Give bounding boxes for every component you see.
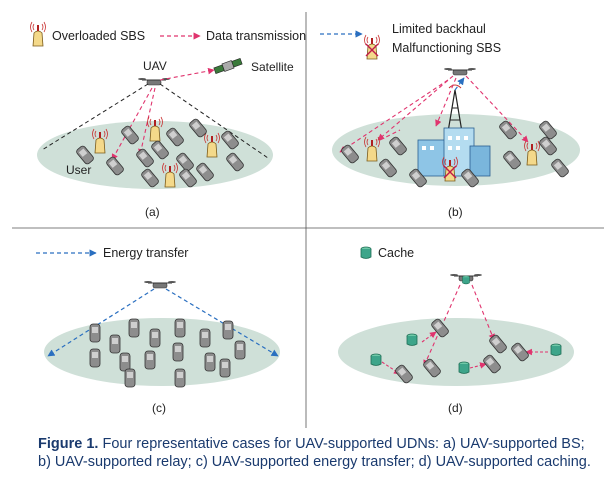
sbs-tower-icon xyxy=(30,21,46,47)
legend-limited-backhaul: Limited backhaul xyxy=(392,22,486,36)
panel-b: Limited backhaul Malfunctioning SBS xyxy=(320,22,580,219)
panel-d-label: (d) xyxy=(448,401,463,415)
satellite-label: Satellite xyxy=(251,60,294,74)
legend-overloaded-sbs: Overloaded SBS xyxy=(52,29,145,43)
uav-icon xyxy=(137,77,171,86)
uav-satellite-link xyxy=(159,67,215,81)
panel-c: Energy transfer (c) xyxy=(36,246,280,415)
satellite-icon xyxy=(213,58,243,74)
legend-energy-transfer: Energy transfer xyxy=(103,246,188,260)
uav-icon xyxy=(143,280,177,289)
cache-icon xyxy=(360,246,372,259)
ground-area xyxy=(338,318,574,386)
legend-data-transmission: Data transmission xyxy=(206,29,306,43)
malfunctioning-sbs-icon xyxy=(442,156,458,182)
legend-cache: Cache xyxy=(378,246,414,260)
uav-icon xyxy=(443,67,477,76)
panel-c-label: (c) xyxy=(152,401,166,415)
figure-caption: Figure 1. Four representative cases for … xyxy=(38,436,598,471)
caption-label: Figure 1. xyxy=(38,436,99,452)
uav-icon xyxy=(449,273,483,285)
ground-area xyxy=(37,121,273,189)
uav-label: UAV xyxy=(143,59,167,73)
user-label: User xyxy=(66,163,91,177)
panel-d: Cache (d) xyxy=(338,246,574,415)
panel-a: Overloaded SBS Data transmission UAV Sat… xyxy=(30,21,306,219)
caption-text: Four representative cases for UAV-suppor… xyxy=(38,436,591,470)
legend-malfunctioning-sbs: Malfunctioning SBS xyxy=(392,41,501,55)
malfunctioning-sbs-icon xyxy=(364,34,380,60)
panel-a-label: (a) xyxy=(145,205,160,219)
panel-b-label: (b) xyxy=(448,205,463,219)
